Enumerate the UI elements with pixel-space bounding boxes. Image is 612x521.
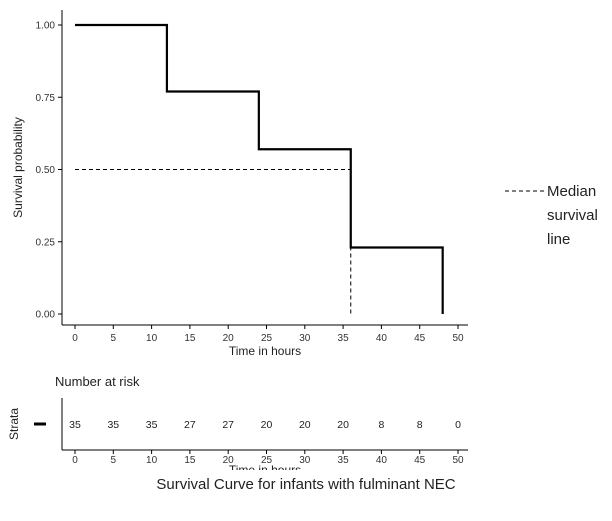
risk-x-tick-label: 50 [452,455,464,466]
risk-x-tick-label: 5 [111,455,117,466]
risk-count-label: 35 [146,419,158,431]
x-tick-label: 20 [223,333,235,344]
survival-step-line [75,23,444,314]
x-tick-label: 45 [414,333,426,344]
y-tick-label: 0.25 [36,237,56,248]
x-tick-label: 30 [299,333,311,344]
plot-marks [75,23,444,314]
risk-count-label: 20 [337,419,349,431]
plot-axes: 0.00 0.25 0.50 0.75 1.00 0 5 10 15 20 25 30 35 40 45 50… [11,10,468,358]
risk-x-tick-label: 0 [72,455,78,466]
risk-x-tick-label: 30 [299,455,311,466]
x-tick-label: 0 [72,333,78,344]
y-axis-title: Survival probability [11,117,25,218]
risk-count-label: 20 [261,419,273,431]
y-tick-label: 0.50 [36,165,56,176]
x-tick-label: 50 [452,333,464,344]
risk-count-label: 35 [107,419,119,431]
risk-table: Number at risk Strata 35 0 35 5 35 10 27 15 27 20 20… [7,374,468,477]
strata-axis-title: Strata [7,408,21,440]
risk-count-label: 0 [455,419,461,431]
risk-count-label: 8 [417,419,423,431]
risk-x-tick-label: 40 [376,455,388,466]
legend-label-line: line [547,231,570,248]
y-tick-label: 1.00 [36,21,56,32]
risk-x-tick-label: 10 [146,455,158,466]
figure-caption: Survival Curve for infants with fulminan… [156,476,456,493]
risk-x-tick-label: 20 [223,455,235,466]
chart-legend: Median survival line [505,183,598,248]
risk-x-axis-title: Time in hours [229,463,301,470]
legend-label-line: survival [547,207,598,224]
y-tick-label: 0.75 [36,93,56,104]
x-tick-label: 10 [146,333,158,344]
survival-chart: 0.000.250.500.751.000 5 10 15 20 25 30 35 40 45 50… [7,10,598,477]
x-tick-label: 35 [338,333,350,344]
legend-label-line: Median [547,183,596,200]
risk-count-label: 8 [378,419,384,431]
risk-count-label: 27 [222,419,234,431]
risk-x-tick-label: 25 [261,455,273,466]
x-tick-label: 40 [376,333,388,344]
risk-x-tick-label: 15 [184,455,196,466]
x-tick-label: 15 [184,333,196,344]
risk-count-label: 20 [299,419,311,431]
x-tick-label: 25 [261,333,273,344]
risk-count-label: 27 [184,419,196,431]
x-tick-label: 5 [111,333,117,344]
risk-table-title: Number at risk [55,374,140,389]
risk-x-tick-label: 45 [414,455,426,466]
risk-x-tick-label: 35 [338,455,350,466]
risk-count-label: 35 [69,419,81,431]
x-axis-title: Time in hours [229,344,301,358]
y-tick-label: 0.00 [36,310,56,321]
